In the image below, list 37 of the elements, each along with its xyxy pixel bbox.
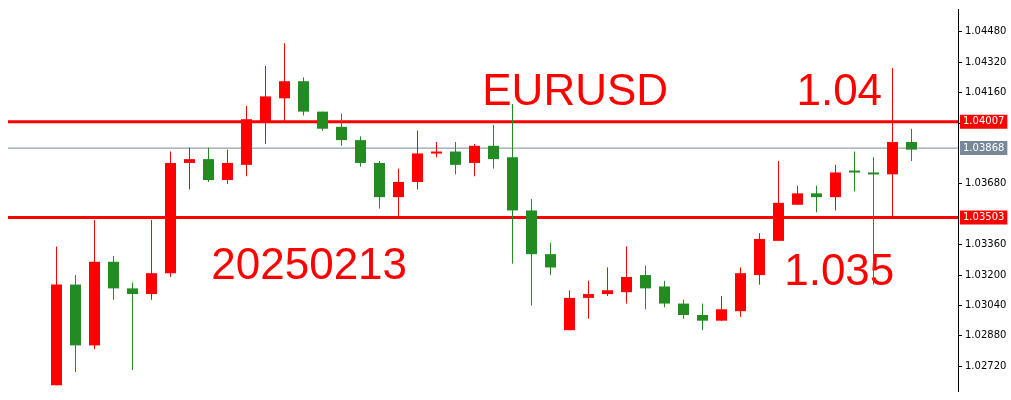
candlestick (469, 143, 480, 177)
candlestick (621, 246, 632, 305)
candlestick (906, 128, 917, 162)
candlestick (488, 124, 499, 170)
candlestick (355, 135, 366, 168)
candlestick (849, 151, 860, 192)
candlestick (127, 282, 138, 371)
y-tick-label: 1.02880 (965, 329, 1007, 341)
candlestick (203, 147, 214, 183)
y-tick-label: 1.04480 (965, 25, 1007, 37)
candlestick (583, 280, 594, 320)
ref-line-label: 1.03868 (963, 141, 1005, 153)
candlestick (184, 147, 195, 191)
candlestick (792, 185, 803, 206)
y-tick-label: 1.02720 (965, 359, 1007, 371)
ref-line-label: 1.03503 (963, 211, 1005, 223)
candlestick (450, 141, 461, 175)
candlestick (640, 265, 651, 310)
annotation: 1.04 (796, 65, 883, 115)
ref-line-label: 1.04007 (963, 115, 1005, 127)
candlestick (697, 303, 708, 331)
candlestick (602, 266, 613, 297)
text: EURUSD (482, 65, 669, 115)
y-tick-label: 1.04160 (965, 86, 1007, 98)
y-tick-label: 1.03360 (965, 238, 1007, 250)
y-tick-label: 1.03040 (965, 299, 1007, 311)
candlestick (222, 149, 233, 185)
candlestick (678, 299, 689, 320)
candlestick (659, 280, 670, 308)
candlestick (545, 242, 556, 276)
y-tick-label: 1.03200 (965, 268, 1007, 280)
text: 20250213 (211, 238, 408, 288)
y-tick-label: 1.03680 (965, 177, 1007, 189)
y-tick-label: 1.04320 (965, 55, 1007, 67)
candlestick (716, 295, 727, 322)
candlestick (336, 113, 347, 147)
candlestick (811, 185, 822, 213)
